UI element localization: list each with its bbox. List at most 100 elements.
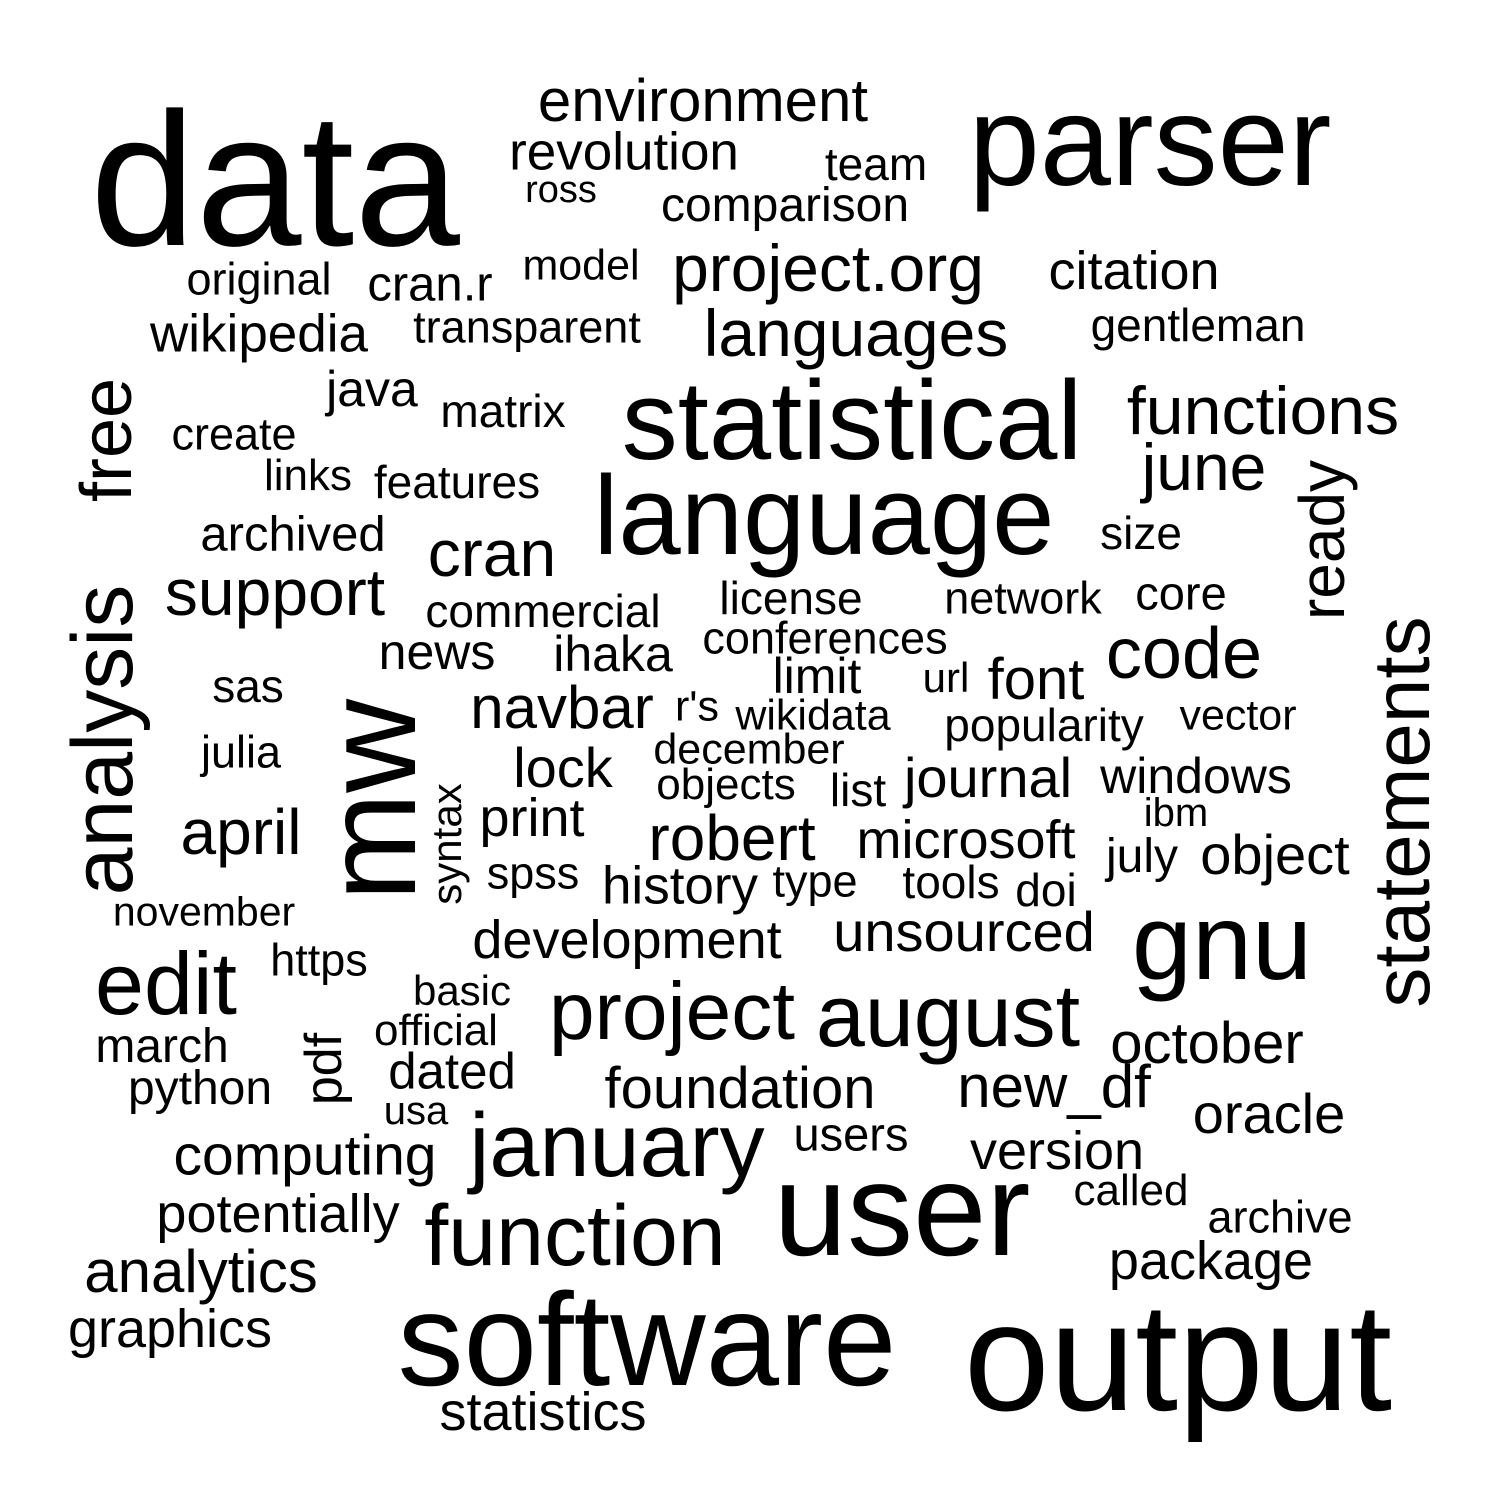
word-analysis: analysis <box>55 584 151 896</box>
word-analytics: analytics <box>84 1238 318 1305</box>
word-december: december <box>653 725 845 774</box>
word-ready: ready <box>1286 459 1358 621</box>
word-basic: basic <box>412 967 512 1014</box>
word-pdf: pdf <box>295 1032 353 1106</box>
word-network: network <box>944 572 1102 624</box>
word-tools: tools <box>902 856 1000 908</box>
word-software: software <box>397 1266 897 1413</box>
word-computing: computing <box>173 1123 437 1188</box>
word-usa: usa <box>383 1089 449 1133</box>
word-july: july <box>1105 830 1179 883</box>
word-functions: functions <box>1126 373 1400 449</box>
word-size: size <box>1100 507 1182 559</box>
word-conferences: conferences <box>702 612 948 664</box>
word-spss: spss <box>486 847 580 899</box>
word-features: features <box>373 456 541 508</box>
word-citation: citation <box>1048 241 1220 301</box>
word-ibm: ibm <box>1143 791 1209 835</box>
word-create: create <box>171 408 297 460</box>
word-matrix: matrix <box>440 385 566 437</box>
word-parser: parser <box>968 70 1332 213</box>
word-team: team <box>824 138 928 190</box>
word-dated: dated <box>388 1042 516 1100</box>
word-vector: vector <box>1179 691 1297 740</box>
word-sas: sas <box>212 660 284 712</box>
word-model: model <box>522 241 640 290</box>
word-called: called <box>1073 1166 1189 1215</box>
word-oracle: oracle <box>1192 1082 1346 1145</box>
word-package: package <box>1108 1231 1314 1291</box>
word-popularity: popularity <box>944 699 1144 751</box>
word-doi: doi <box>1015 864 1077 916</box>
word-november: november <box>112 888 296 935</box>
word-foundation: foundation <box>604 1056 876 1121</box>
word-october: october <box>1110 1011 1304 1076</box>
word-print: print <box>479 788 585 848</box>
word-cran-r: cran.r <box>367 257 493 312</box>
word-code: code <box>1105 614 1263 694</box>
word-statistical: statistical <box>621 358 1083 483</box>
word-function: function <box>424 1188 726 1284</box>
word-java: java <box>326 361 418 417</box>
word-https: https <box>270 934 368 986</box>
word-ihaka: ihaka <box>553 626 673 682</box>
word-wikipedia: wikipedia <box>149 304 369 364</box>
word-microsoft: microsoft <box>856 810 1076 870</box>
word-official: official <box>374 1006 498 1055</box>
word-list: list <box>829 764 887 816</box>
word-june: june <box>1141 430 1267 504</box>
word-version: version <box>969 1121 1145 1181</box>
word-robert: robert <box>648 802 816 874</box>
word-lock: lock <box>513 736 613 799</box>
word-languages: languages <box>703 296 1009 370</box>
word-statistics: statistics <box>439 1382 647 1442</box>
word-support: support <box>164 555 386 629</box>
word-archived: archived <box>200 507 386 562</box>
word-syntax: syntax <box>423 783 470 905</box>
word-mw: mw <box>297 698 443 902</box>
word-windows: windows <box>1100 748 1292 804</box>
word-original: original <box>186 253 332 305</box>
word-license: license <box>719 572 863 624</box>
word-r-s: r's <box>674 682 720 731</box>
word-graphics: graphics <box>67 1299 273 1359</box>
word-development: development <box>472 910 782 970</box>
word-unsourced: unsourced <box>833 900 1095 963</box>
word-core: core <box>1135 566 1227 620</box>
word-free: free <box>67 377 147 503</box>
word-transparent: transparent <box>413 301 641 353</box>
word-julia: julia <box>200 726 282 778</box>
word-users: users <box>793 1107 909 1161</box>
word-project: project <box>548 966 796 1057</box>
word-project-org: project.org <box>672 231 984 305</box>
word-url: url <box>922 654 970 701</box>
word-cran: cran <box>427 516 557 590</box>
word-comparison: comparison <box>660 179 910 232</box>
word-edit: edit <box>95 934 237 1033</box>
word-language: language <box>593 453 1055 578</box>
word-gentleman: gentleman <box>1090 299 1306 351</box>
word-environment: environment <box>537 67 869 134</box>
word-objects: objects <box>656 760 796 809</box>
word-links: links <box>263 451 353 500</box>
word-statements: statements <box>1357 616 1446 1008</box>
word-wikidata: wikidata <box>735 691 891 740</box>
word-history: history <box>601 856 759 916</box>
word-commercial: commercial <box>425 585 661 637</box>
word-revolution: revolution <box>509 122 739 182</box>
word-gnu: gnu <box>1131 881 1313 1002</box>
word-limit: limit <box>772 648 862 704</box>
word-python: python <box>127 1062 273 1115</box>
word-new-df: new_df <box>957 1053 1151 1120</box>
word-january: january <box>469 1096 765 1196</box>
word-object: object <box>1200 823 1350 886</box>
word-data: data <box>90 74 460 286</box>
word-journal: journal <box>903 746 1073 809</box>
word-march: march <box>95 1020 229 1073</box>
word-news: news <box>378 624 496 680</box>
word-august: august <box>815 966 1081 1065</box>
word-output: output <box>963 1271 1393 1443</box>
word-user: user <box>773 1136 1031 1283</box>
word-ross: ross <box>525 169 597 211</box>
